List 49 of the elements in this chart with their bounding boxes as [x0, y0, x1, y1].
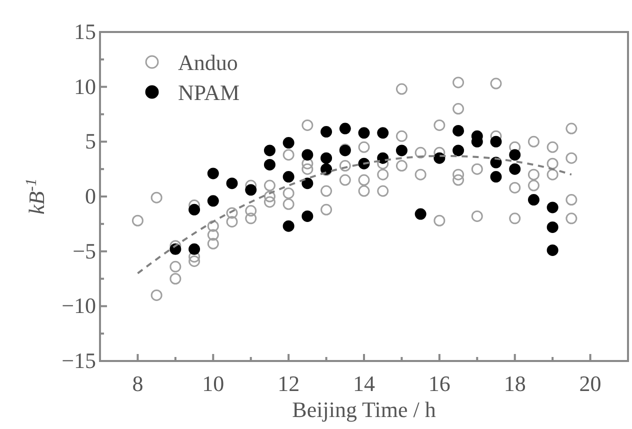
y-tick-label: −10	[62, 293, 96, 318]
x-tick-label: 20	[579, 371, 602, 396]
x-tick-label: 14	[353, 371, 375, 396]
point	[282, 171, 294, 183]
point	[207, 168, 219, 180]
y-tick-label: 15	[74, 19, 96, 44]
point	[264, 158, 276, 170]
point	[282, 137, 294, 149]
y-tick-label: −15	[62, 348, 96, 373]
point	[302, 178, 314, 190]
y-tick-label: 0	[85, 184, 96, 208]
point	[339, 122, 351, 134]
point	[377, 152, 389, 164]
point	[358, 127, 370, 139]
point	[188, 243, 200, 255]
point	[528, 194, 540, 206]
point	[377, 127, 389, 139]
y-tick-label: 5	[85, 128, 96, 154]
x-tick-label: 18	[504, 371, 526, 396]
point	[302, 149, 314, 161]
point	[509, 149, 521, 161]
point	[509, 163, 521, 175]
point	[546, 244, 558, 256]
point	[302, 210, 314, 222]
x-tick-label: 16	[428, 371, 450, 396]
point	[282, 220, 294, 232]
x-tick-label: 12	[278, 371, 300, 396]
point	[490, 171, 502, 183]
x-tick-label: 10	[202, 371, 224, 396]
point	[452, 124, 464, 136]
legend-label: Anduo	[178, 50, 238, 75]
point	[207, 195, 219, 207]
point	[264, 144, 276, 156]
point	[320, 152, 332, 164]
point	[396, 144, 408, 156]
x-tick-label: 8	[132, 371, 144, 396]
point	[226, 178, 238, 190]
point	[452, 144, 464, 156]
x-axis-title: Beijing Time / h	[292, 397, 436, 422]
point	[414, 208, 426, 220]
point	[245, 184, 257, 196]
y-tick-label: 10	[74, 74, 96, 99]
point	[188, 204, 200, 216]
point	[320, 126, 332, 138]
y-tick-label: −5	[72, 238, 96, 264]
point	[546, 221, 558, 233]
legend-label: NPAM	[178, 80, 240, 105]
point	[490, 136, 502, 148]
point	[546, 202, 558, 214]
